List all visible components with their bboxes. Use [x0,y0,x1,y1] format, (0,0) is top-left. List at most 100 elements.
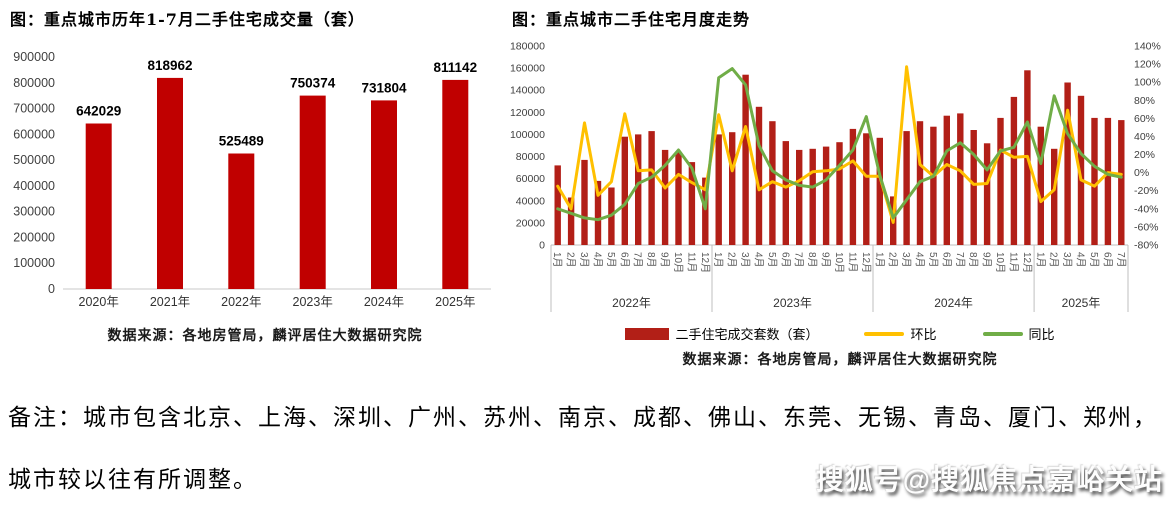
right-chart-axes: 0 20000 40000 60000 80000 100000 120000 140000 1… [510,41,1161,312]
svg-text:2023年: 2023年 [773,296,812,310]
svg-text:7月: 7月 [632,252,644,268]
svg-text:100%: 100% [1134,77,1161,89]
svg-text:100000: 100000 [13,256,55,270]
note-line-2: 城市较以往有所调整。 [8,467,258,493]
svg-text:2月: 2月 [726,252,738,268]
svg-text:600000: 600000 [13,127,55,141]
svg-text:400000: 400000 [13,179,55,193]
svg-text:2024年: 2024年 [934,296,973,310]
svg-text:3月: 3月 [900,252,912,268]
svg-text:11月: 11月 [846,252,858,272]
left-chart-source: 数据来源：各地房管局，麟评居住大数据研究院 [107,328,423,344]
line-swatch-mom-icon [864,331,905,336]
svg-text:60000: 60000 [516,173,545,185]
svg-text:40000: 40000 [516,195,545,207]
svg-text:8月: 8月 [645,252,657,268]
svg-text:200000: 200000 [13,230,55,244]
svg-text:8月: 8月 [806,252,818,268]
svg-text:120%: 120% [1134,59,1161,71]
svg-text:180000: 180000 [510,41,545,53]
svg-text:300000: 300000 [13,205,55,219]
svg-text:525489: 525489 [219,134,264,149]
svg-text:2021年: 2021年 [150,295,190,309]
svg-text:2月: 2月 [887,252,899,268]
left-bar-chart: 0 100000 200000 300000 400000 500000 600000 700… [13,50,491,309]
svg-text:10月: 10月 [833,252,845,273]
svg-text:11月: 11月 [685,252,697,272]
watermark-text: 搜狐号@搜狐焦点嘉峪关站 [815,464,1163,495]
line-同比 [556,67,1123,222]
svg-text:1月: 1月 [1034,252,1046,268]
svg-text:5月: 5月 [605,252,617,268]
note-line-1: 备注：城市包含北京、上海、深圳、广州、苏州、南京、成都、佛山、东莞、无锡、青岛、… [8,405,1158,431]
svg-text:3月: 3月 [1061,252,1073,268]
left-chart-axes: 0 100000 200000 300000 400000 500000 600000 700… [13,50,491,296]
svg-text:100000: 100000 [510,129,545,141]
svg-text:2025年: 2025年 [435,295,475,309]
legend-label-mom: 环比 [910,328,937,343]
svg-text:1月: 1月 [873,252,885,268]
legend-label-bars: 二手住宅成交套数（套） [675,328,819,343]
svg-text:2022年: 2022年 [221,295,261,309]
legend-item-mom: 环比 [864,324,937,343]
svg-text:4月: 4月 [753,252,765,268]
svg-text:9月: 9月 [820,252,832,268]
svg-text:3月: 3月 [739,252,751,268]
svg-text:7月: 7月 [1115,252,1127,268]
svg-text:4月: 4月 [914,252,926,268]
svg-text:-20%: -20% [1134,185,1159,197]
svg-text:0: 0 [539,240,545,252]
right-chart-title: 图：重点城市二手住宅月度走势 [512,10,751,29]
svg-text:2024年: 2024年 [364,295,404,309]
svg-text:0%: 0% [1134,167,1149,179]
svg-text:140%: 140% [1134,41,1161,53]
svg-text:5月: 5月 [927,252,939,268]
svg-text:2025年: 2025年 [1062,296,1101,310]
svg-text:160000: 160000 [510,63,545,75]
svg-text:8月: 8月 [967,252,979,268]
svg-text:40%: 40% [1134,131,1155,143]
svg-text:642029: 642029 [76,104,121,119]
svg-text:7月: 7月 [793,252,805,268]
left-chart-title: 图：重点城市历年1-7月二手住宅成交量（套） [10,10,365,29]
legend-item-yoy: 同比 [982,324,1055,343]
svg-text:750374: 750374 [290,76,336,91]
svg-text:12月: 12月 [1021,252,1033,273]
svg-text:12月: 12月 [860,252,872,273]
svg-text:10月: 10月 [994,252,1006,273]
line-环比 [556,65,1123,224]
svg-text:2月: 2月 [1048,252,1060,268]
svg-text:5月: 5月 [766,252,778,268]
svg-text:20000: 20000 [516,217,545,229]
right-chart-bars [554,70,1125,246]
svg-text:6月: 6月 [1101,252,1113,268]
svg-text:818962: 818962 [147,58,192,73]
svg-text:-80%: -80% [1134,240,1159,252]
bar-swatch-icon [625,327,670,340]
line-swatch-yoy-icon [982,331,1023,336]
svg-text:2023年: 2023年 [293,295,333,309]
svg-text:140000: 140000 [510,85,545,97]
svg-text:2月: 2月 [565,252,577,268]
legend-item-bars: 二手住宅成交套数（套） [625,324,818,343]
svg-text:10月: 10月 [672,252,684,273]
svg-text:6月: 6月 [779,252,791,268]
svg-text:20%: 20% [1134,149,1155,161]
svg-text:900000: 900000 [13,50,55,64]
svg-text:12月: 12月 [699,252,711,273]
svg-text:731804: 731804 [361,80,407,95]
svg-text:11月: 11月 [1007,252,1019,272]
svg-text:2022年: 2022年 [612,296,651,310]
svg-text:1月: 1月 [712,252,724,268]
svg-text:60%: 60% [1134,113,1155,125]
svg-text:1月: 1月 [551,252,563,268]
right-chart-source: 数据来源：各地房管局，麟评居住大数据研究院 [682,352,998,368]
svg-text:0: 0 [48,282,55,296]
svg-text:700000: 700000 [13,102,55,116]
svg-text:80000: 80000 [516,151,545,163]
svg-text:811142: 811142 [434,60,478,75]
svg-text:2020年: 2020年 [79,295,119,309]
svg-text:500000: 500000 [13,153,55,167]
svg-text:7月: 7月 [954,252,966,268]
